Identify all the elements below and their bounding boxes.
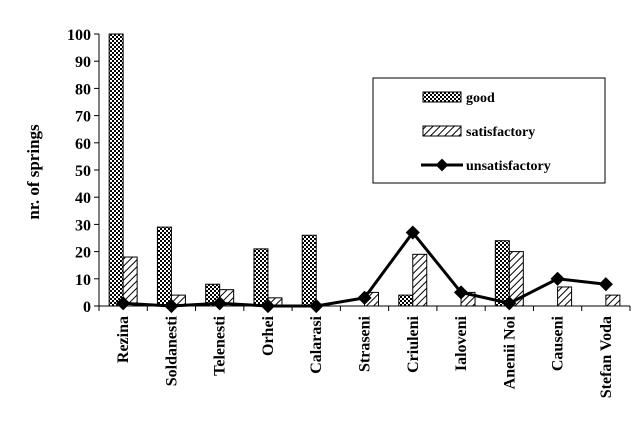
legend-marker-unsatisfactory (435, 158, 449, 172)
bar-good (398, 294, 414, 307)
y-axis-label: nr. of springs (24, 124, 43, 220)
point-unsatisfactory (453, 285, 469, 300)
y-tick-label: 60 (75, 136, 91, 153)
x-category-label: Criuleni (405, 315, 422, 372)
bar-satisfactory (412, 253, 428, 307)
x-axis-labels: Rezina Soldanesti Telenesti Orhei Calarasi St… (98, 306, 631, 398)
legend-box (372, 77, 606, 184)
point-unsatisfactory (598, 277, 613, 292)
legend-swatch-good (422, 91, 462, 103)
x-category-label: Soldanesti (163, 315, 180, 386)
bar-good (156, 226, 172, 307)
legend-label-good: good (466, 91, 495, 106)
point-unsatisfactory (550, 271, 565, 286)
y-tick-label: 80 (75, 81, 91, 98)
y-tick-label: 30 (75, 217, 91, 234)
y-tick-label: 70 (75, 109, 91, 126)
y-tick-label: 0 (83, 299, 91, 316)
y-tick-label: 100 (67, 27, 91, 44)
legend-swatch-satisfactory (422, 125, 462, 137)
x-category-label: Causeni (550, 315, 567, 371)
legend: good satisfactory unsatisfactory (372, 77, 606, 184)
y-tick-label: 40 (75, 190, 91, 207)
unsatisfactory-line (116, 225, 613, 314)
x-category-label: Anenii Noi (501, 315, 518, 389)
bar-good (301, 234, 317, 307)
point-unsatisfactory (502, 296, 517, 311)
point-unsatisfactory (357, 290, 372, 305)
x-category-label: Orhei (260, 315, 277, 356)
bar-good (253, 248, 269, 307)
x-category-label: Telenesti (212, 315, 229, 375)
bar-satisfactory (557, 286, 573, 307)
x-category-label: Ialoveni (453, 315, 470, 371)
y-tick-label: 50 (75, 163, 91, 180)
point-unsatisfactory (116, 296, 131, 311)
bar-good (494, 240, 510, 307)
bar-good (108, 33, 124, 307)
point-unsatisfactory (405, 225, 420, 240)
y-tick-label: 90 (75, 54, 91, 71)
point-unsatisfactory (212, 296, 227, 311)
x-category-label: Rezina (115, 316, 132, 363)
x-category-label: Stefan Voda (598, 316, 615, 398)
y-tick-label: 20 (75, 245, 91, 262)
x-category-label: Calarasi (308, 315, 325, 373)
legend-label-unsatisfactory: unsatisfactory (466, 159, 551, 174)
bar-satisfactory (605, 294, 621, 307)
legend-label-satisfactory: satisfactory (466, 125, 535, 140)
y-axis-ticks: 0 10 20 30 40 50 60 70 80 90 100 (67, 27, 99, 316)
x-category-label: Straseni (357, 315, 374, 372)
y-tick-label: 10 (75, 272, 91, 289)
